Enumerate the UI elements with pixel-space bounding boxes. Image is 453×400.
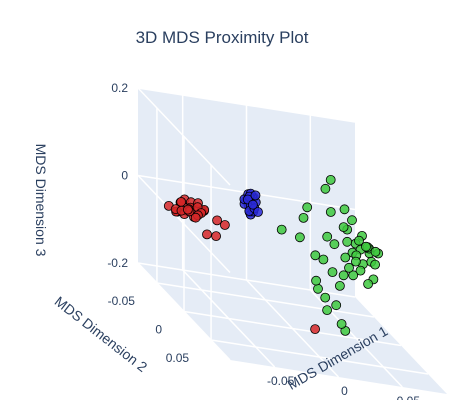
point-series-2-24 [311,275,322,286]
point-series-2-21 [276,224,287,235]
point-series-2-3 [342,236,353,247]
tick-dim2-0: -0.05 [108,294,136,308]
point-series-1-4 [247,199,258,210]
point-series-2-9 [348,270,359,281]
tick-dim2-2: 0.05 [166,351,190,365]
point-series-2-15 [320,183,331,194]
point-series-2-13 [322,305,333,316]
axis-title-dim2: MDS Dimension 2 [52,293,151,375]
point-series-2-47 [310,250,321,261]
point-series-2-10 [338,270,349,281]
point-series-2-19 [298,212,309,223]
point-series-0-27 [211,231,222,242]
tick-dim3-2: 0.2 [111,81,128,95]
point-series-2-40 [363,279,374,289]
point-series-0-31 [310,324,321,335]
tick-dim1-1: 0 [341,384,348,398]
point-series-2-30 [370,246,381,257]
grid-wall-z-a-2 [137,87,356,123]
grid-floor-dim2-1 [183,310,402,347]
point-series-1-11 [253,207,263,217]
tick-dim3-0: -0.2 [107,256,128,270]
point-series-2-14 [313,283,323,294]
point-series-2-16 [325,174,336,185]
point-series-2-20 [294,232,305,243]
point-series-2-45 [329,239,340,250]
point-series-2-46 [340,252,351,263]
grid-wall-z-b-2 [137,87,231,186]
point-series-2-39 [347,215,357,226]
tick-dim1-0: -0.05 [267,374,295,388]
point-series-2-17 [325,207,336,217]
point-series-2-35 [344,262,354,273]
point-series-2-18 [302,202,313,213]
grid-wall-z-b-0 [137,262,231,361]
point-series-2-25 [320,292,331,303]
point-series-2-36 [336,319,347,329]
grid-floor-dim2-2 [210,339,429,375]
point-series-2-2 [354,235,364,246]
point-series-2-12 [331,300,342,311]
point-series-0-25 [219,220,230,230]
point-series-1-19 [250,190,261,201]
point-series-2-23 [327,267,338,278]
point-series-2-31 [361,241,371,252]
point-series-2-6 [350,256,361,267]
tick-dim2-1: 0 [155,323,162,337]
point-series-0-24 [212,215,223,226]
chart-title: 3D MDS Proximity Plot [136,28,309,47]
axis-title-dim3: MDS Dimension 3 [33,144,49,257]
point-series-0-26 [202,229,212,240]
3d-scene[interactable]: -0.05 0 0.05 -0.05 0 0.05 -0.2 0 0.2 MDS Dimensio… [33,81,447,400]
point-series-2-11 [334,280,345,291]
point-series-2-38 [339,204,350,215]
point-series-2-8 [355,265,366,276]
tick-dim1-2: 0.05 [397,394,421,400]
point-series-0-4 [182,204,193,215]
point-series-2-44 [322,231,333,242]
point-series-2-22 [318,254,329,265]
point-series-0-16 [190,212,201,223]
point-series-2-42 [370,259,381,270]
point-series-2-0 [338,222,349,233]
tick-dim3-1: 0 [121,169,128,183]
grid-wall-z-b-1 [137,174,231,274]
